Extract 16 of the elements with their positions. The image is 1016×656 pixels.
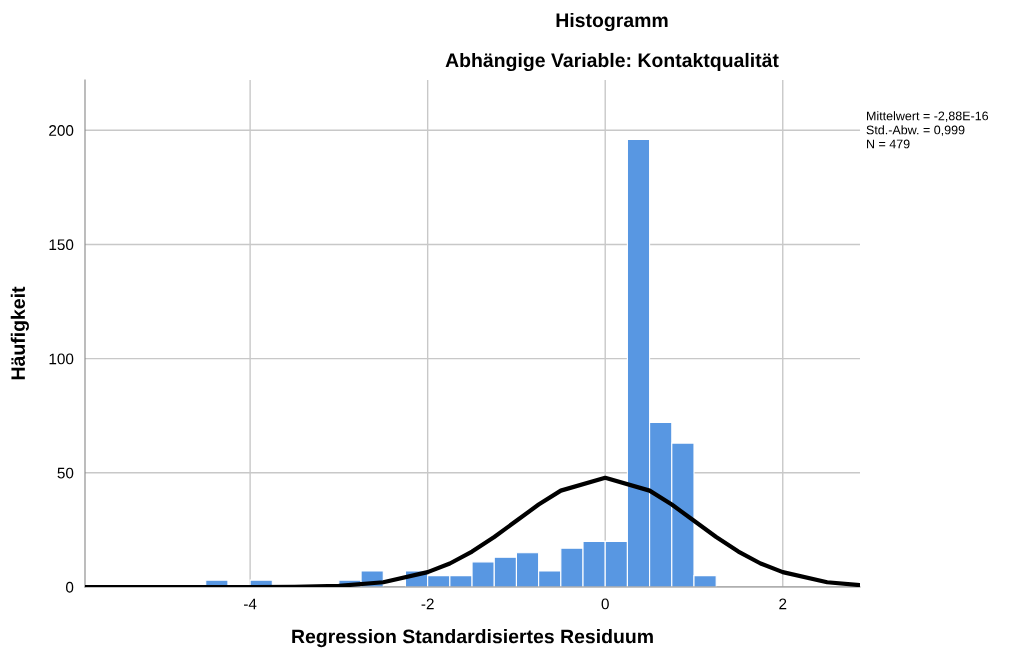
text: Std.-Abw. = 0,999 — [866, 125, 965, 136]
text: N = 479 — [867, 139, 910, 149]
y-axis-title: Häufigkeit — [10, 286, 29, 380]
text: Mittelwert = -2,88E-16 — [867, 111, 989, 122]
y-tick-label: 50 — [57, 467, 74, 479]
chart-subtitle: Abhängige Variable: Kontaktqualität — [445, 52, 779, 72]
x-tick-label: 0 — [601, 598, 609, 610]
chart-title: Histogramm — [556, 12, 668, 32]
x-tick-label: -4 — [244, 598, 257, 610]
y-tick-label: 200 — [49, 125, 74, 136]
y-tick-label: 100 — [49, 353, 74, 365]
y-tick-label: 0 — [65, 581, 74, 593]
x-axis-title: Regression Standardisiertes Residuum — [292, 629, 653, 648]
x-tick-label: 2 — [779, 598, 787, 610]
x-tick-label: -2 — [421, 598, 434, 610]
y-tick-label: 150 — [49, 239, 74, 251]
